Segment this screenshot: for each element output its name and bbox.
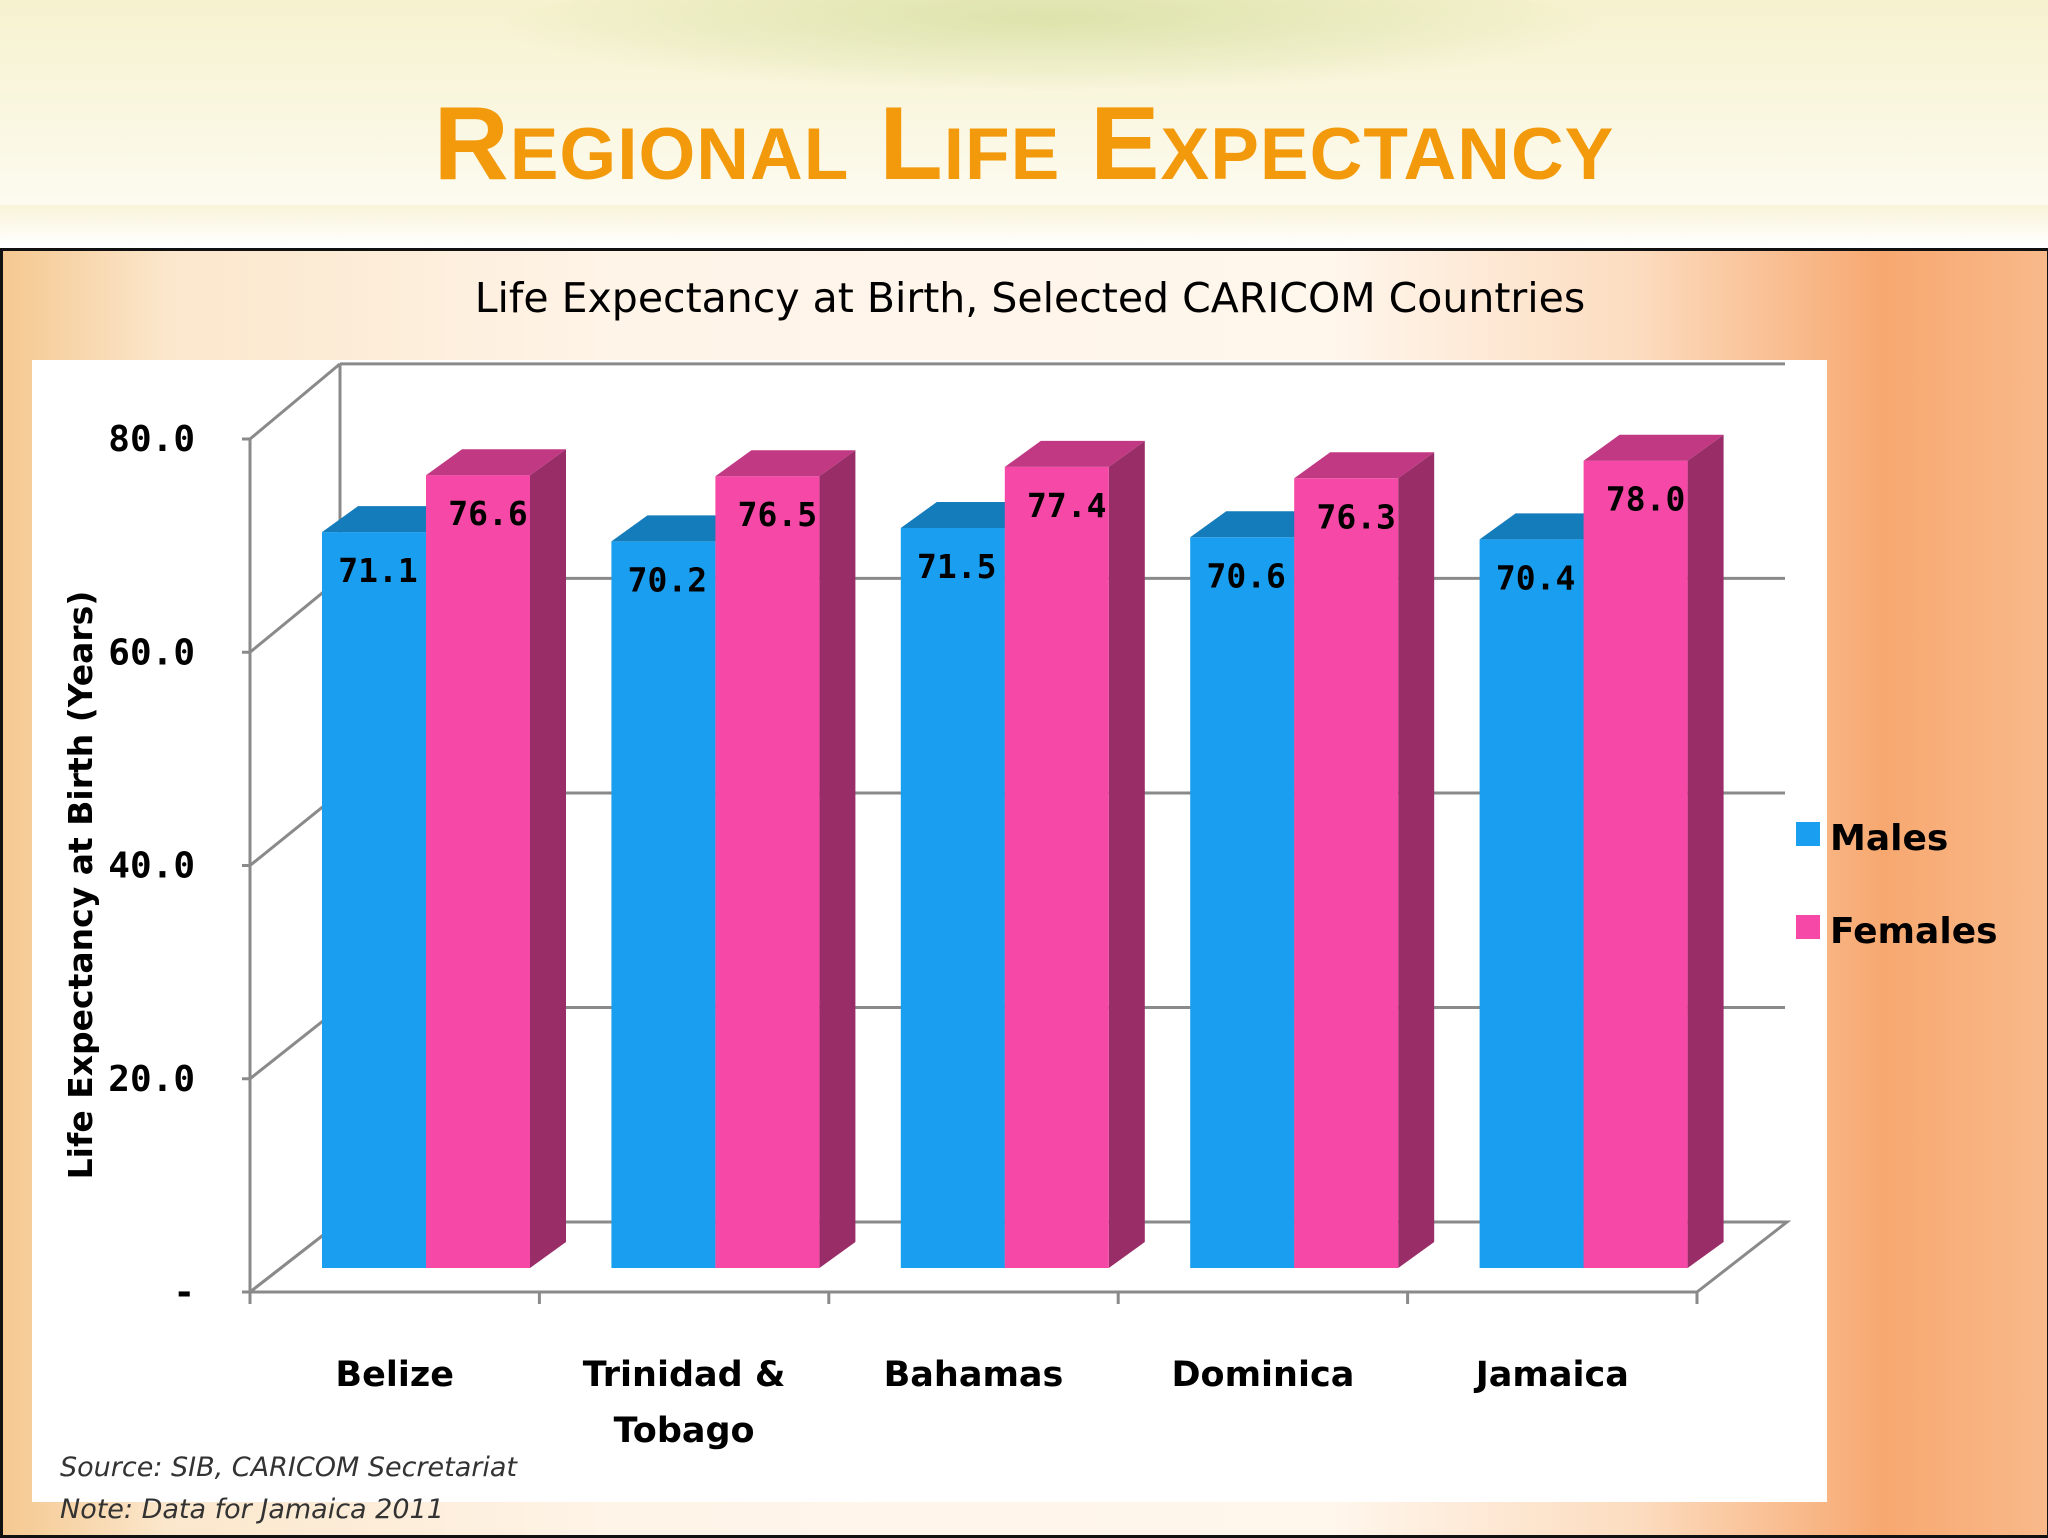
- bar-top: [426, 449, 566, 476]
- y-tick-label: 20.0: [108, 1059, 195, 1100]
- bar: [900, 527, 1005, 1268]
- data-label: 77.4: [1027, 486, 1106, 525]
- bar: [1583, 460, 1688, 1268]
- bar-top: [1004, 440, 1145, 467]
- y-tick-label: 60.0: [108, 632, 195, 673]
- data-label: 76.5: [738, 495, 817, 534]
- x-tick-label: Dominica: [1171, 1355, 1354, 1395]
- side-wall-line: [249, 362, 341, 441]
- y-axis-label: Life Expectancy at Birth (Years): [61, 591, 100, 1180]
- data-note: Note: Data for Jamaica 2011: [60, 1494, 444, 1525]
- bar-side: [819, 450, 856, 1269]
- data-label: 78.0: [1606, 480, 1685, 519]
- y-tick-label: 40.0: [108, 846, 195, 887]
- source-note: Source: SIB, CARICOM Secretariat: [60, 1452, 517, 1483]
- legend-label: Females: [1830, 911, 1998, 952]
- x-tick-label: Tobago: [614, 1411, 755, 1451]
- legend-swatch: [1796, 822, 1820, 846]
- legend-swatch: [1796, 915, 1820, 939]
- bar: [1294, 478, 1399, 1268]
- data-label: 76.3: [1316, 497, 1395, 536]
- x-tick-label: Jamaica: [1474, 1355, 1629, 1395]
- slide-title: Regional Life Expectancy: [433, 86, 1615, 202]
- bar: [1190, 537, 1295, 1268]
- chart-floor: [245, 1220, 1792, 1294]
- data-label: 71.5: [917, 547, 996, 586]
- bar-side: [1398, 452, 1435, 1268]
- legend-label: Males: [1830, 818, 1948, 859]
- slide-header-background: [0, 0, 2048, 205]
- bar: [611, 541, 716, 1268]
- x-tick-label: Bahamas: [884, 1355, 1064, 1395]
- data-label: 70.2: [628, 560, 707, 599]
- bar: [1004, 466, 1109, 1268]
- bar: [1479, 539, 1584, 1268]
- bar-top: [1294, 452, 1435, 479]
- y-tick-label: -: [173, 1272, 195, 1313]
- bar: [426, 475, 530, 1268]
- x-tick-label: Trinidad &: [583, 1355, 786, 1395]
- bar-side: [1687, 434, 1724, 1268]
- bar: [715, 476, 820, 1269]
- bar-side: [530, 449, 566, 1268]
- data-label: 70.4: [1496, 558, 1575, 597]
- y-tick-label: 80.0: [108, 419, 195, 460]
- x-tick-label: Belize: [335, 1355, 454, 1395]
- data-label: 76.6: [448, 494, 527, 533]
- chart-title: Life Expectancy at Birth, Selected CARIC…: [475, 274, 1586, 322]
- bar-side: [1108, 440, 1145, 1268]
- bar: [322, 532, 426, 1268]
- data-label: 71.1: [338, 551, 417, 590]
- bar-top: [1583, 434, 1724, 461]
- bar-top: [715, 450, 856, 477]
- data-label: 70.6: [1206, 556, 1285, 595]
